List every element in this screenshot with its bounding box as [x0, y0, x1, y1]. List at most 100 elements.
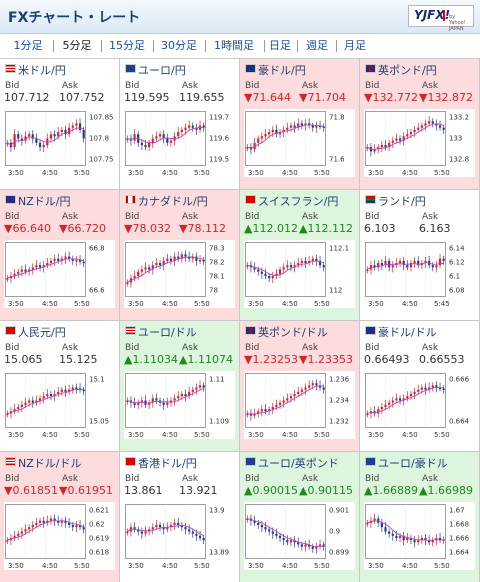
rate-card[interactable]: ユーロ/円 Bid Ask 119.595 119.655 119.7 119.6 119.5…	[120, 59, 239, 189]
pair-name[interactable]: ユーロ/ドル	[138, 326, 197, 339]
candle	[28, 400, 31, 403]
mini-candle-chart[interactable]: 78.3 78.2 78.1 78 3:50 4:50 5:50	[124, 240, 235, 308]
pair-name[interactable]: ユーロ/豪ドル	[378, 457, 448, 470]
mini-candle-chart[interactable]: 13.9 13.89 3:50 4:50 5:50	[124, 502, 235, 570]
tab-1min[interactable]: 1分足	[13, 39, 43, 52]
rate-card[interactable]: NZドル/円 Bid Ask ▼66.640 ▼66.720 66.8 66.6 3:50 4:…	[0, 190, 119, 320]
pair-title[interactable]: 香港ドル/円	[125, 457, 197, 471]
pair-name[interactable]: 豪ドル/ドル	[378, 326, 437, 339]
y-tick-label: 1.666	[449, 535, 470, 543]
candle	[424, 537, 427, 541]
mini-candle-chart[interactable]: 107.85 107.8 107.75 3:50 4:50 5:50	[4, 109, 115, 177]
moving-average-line	[127, 387, 204, 404]
rate-card[interactable]: カナダドル/円 Bid Ask ▼78.032 ▼78.112 78.3 78.2 78.1 7…	[120, 190, 239, 320]
bid-label: Bid	[365, 212, 380, 222]
tab-monthly[interactable]: 月足	[344, 39, 366, 52]
pair-title[interactable]: NZドル/ドル	[5, 457, 81, 471]
tab-1hour[interactable]: 1時間足	[214, 39, 254, 52]
mini-candle-chart[interactable]: 112.1 112 3:50 4:50 5:50	[244, 240, 355, 308]
mini-candle-chart[interactable]: 119.7 119.6 119.5 3:50 4:50 5:50	[124, 109, 235, 177]
pair-name[interactable]: カナダドル/円	[138, 195, 208, 208]
mini-candle-chart[interactable]: 1.11 1.109 3:50 4:50 5:50	[124, 371, 235, 439]
bid-label: Bid	[125, 343, 140, 353]
pair-name[interactable]: スイスフラン/円	[258, 195, 339, 208]
candle	[268, 275, 271, 279]
pair-name[interactable]: ユーロ/円	[138, 64, 186, 77]
candle	[180, 254, 183, 259]
tab-weekly[interactable]: 週足	[306, 39, 328, 52]
rate-card[interactable]: スイスフラン/円 Bid Ask ▲112.012 ▲112.112 112.1 112 3:…	[240, 190, 359, 320]
candle	[297, 123, 300, 128]
tab-30min[interactable]: 30分足	[161, 39, 197, 52]
rate-card[interactable]: 人民元/円 Bid Ask 15.065 15.125 15.1 15.05 3:50 4:50…	[0, 321, 119, 451]
pair-title[interactable]: 人民元/円	[5, 326, 66, 340]
pair-title[interactable]: 豪ドル/円	[245, 64, 306, 78]
pair-title[interactable]: ユーロ/円	[125, 64, 186, 78]
ask-value: 119.655	[179, 91, 225, 104]
pair-title[interactable]: ユーロ/ドル	[125, 326, 197, 340]
pair-name[interactable]: 英ポンド/円	[378, 64, 437, 77]
candle	[6, 278, 9, 280]
candle	[282, 400, 285, 403]
yjfx-logo[interactable]: YJFX! by Yahoo! JAPAN	[408, 5, 474, 32]
rate-card[interactable]: 豪ドル/ドル Bid Ask 0.66493 0.66553 0.666 0.664 3:50…	[360, 321, 479, 451]
rate-card[interactable]: 香港ドル/円 Bid Ask 13.861 13.921 13.9 13.89 3:50 4:5…	[120, 452, 239, 582]
pair-title[interactable]: 豪ドル/ドル	[365, 326, 437, 340]
mini-candle-chart[interactable]: 133.2 133 132.8 3:50 4:50 5:50	[364, 109, 475, 177]
rate-card[interactable]: ユーロ/ドル Bid Ask ▲1.11034 ▲1.11074 1.11 1.109 3:5…	[120, 321, 239, 451]
pair-title[interactable]: 英ポンド/ドル	[245, 326, 328, 340]
pair-name[interactable]: ランド/円	[378, 195, 426, 208]
mini-candle-chart[interactable]: 15.1 15.05 3:50 4:50 5:50	[4, 371, 115, 439]
x-tick-label: 4:50	[42, 169, 58, 177]
rate-card[interactable]: 豪ドル/円 Bid Ask ▼71.644 ▼71.704 71.8 71.6 3:50 4:5…	[240, 59, 359, 189]
mini-candle-chart[interactable]: 1.236 1.234 1.232 3:50 4:50 5:50	[244, 371, 355, 439]
mini-candle-chart[interactable]: 6.14 6.12 6.1 6.08 3:50 4:50 5:45	[364, 240, 475, 308]
pair-title[interactable]: スイスフラン/円	[245, 195, 338, 209]
bid-label: Bid	[125, 81, 140, 91]
candle	[257, 138, 260, 143]
rate-card[interactable]: ユーロ/英ポンド Bid Ask ▲0.90015 ▲0.90115 0.901 0.9 0.…	[240, 452, 359, 582]
pair-name[interactable]: 英ポンド/ドル	[258, 326, 328, 339]
pair-title[interactable]: 米ドル/円	[5, 64, 66, 78]
pair-name[interactable]: 豪ドル/円	[258, 64, 306, 77]
pair-name[interactable]: 香港ドル/円	[138, 457, 197, 470]
mini-candle-chart[interactable]: 71.8 71.6 3:50 4:50 5:50	[244, 109, 355, 177]
pair-name[interactable]: 人民元/円	[18, 326, 66, 339]
pair-title[interactable]: ユーロ/豪ドル	[365, 457, 448, 471]
rate-card[interactable]: 英ポンド/円 Bid Ask ▼132.772 ▼132.872 133.2 133 132.…	[360, 59, 479, 189]
mini-candle-chart[interactable]: 0.666 0.664 3:50 4:50 5:50	[364, 371, 475, 439]
rate-card[interactable]: 米ドル/円 Bid Ask 107.712 107.752 107.85 107.8 107.…	[0, 59, 119, 189]
ask-value: ▲112.112	[299, 222, 353, 235]
pair-title[interactable]: NZドル/円	[5, 195, 70, 209]
chart-svg: 133.2 133 132.8 3:50 4:50 5:50	[364, 109, 475, 177]
mini-candle-chart[interactable]: 0.901 0.9 0.899 3:50 4:50 5:50	[244, 502, 355, 570]
tab-15min[interactable]: 15分足	[109, 39, 145, 52]
bid-label: Bid	[125, 474, 140, 484]
pair-name[interactable]: ユーロ/英ポンド	[258, 457, 339, 470]
pair-name[interactable]: NZドル/円	[18, 195, 71, 208]
rate-card[interactable]: NZドル/ドル Bid Ask ▼0.61851 ▼0.61951 0.621 0.62 0.…	[0, 452, 119, 582]
mini-candle-chart[interactable]: 1.67 1.668 1.666 1.664 3:50 4:50 5:50	[364, 502, 475, 570]
rate-card[interactable]: ランド/円 Bid Ask 6.103 6.163 6.14 6.12 6.1 6.08 3:50…	[360, 190, 479, 320]
pair-title[interactable]: ランド/円	[365, 195, 426, 209]
candle	[71, 125, 74, 128]
bid-value: ▼66.640	[4, 222, 51, 235]
tab-5min[interactable]: 5分足	[62, 39, 92, 52]
ask-label: Ask	[422, 212, 439, 222]
candle	[53, 394, 56, 397]
rate-card[interactable]: 英ポンド/ドル Bid Ask ▼1.23253 ▼1.23353 1.236 1.234 1…	[240, 321, 359, 451]
candle	[438, 125, 442, 128]
pair-title[interactable]: ユーロ/英ポンド	[245, 457, 339, 471]
candle	[42, 265, 45, 268]
candle	[377, 518, 380, 523]
rate-card[interactable]: ユーロ/豪ドル Bid Ask ▲1.66889 ▲1.66989 1.67 1.668 1.…	[360, 452, 479, 582]
pair-name[interactable]: NZドル/ドル	[18, 457, 82, 470]
pair-title[interactable]: 英ポンド/円	[365, 64, 437, 78]
pair-name[interactable]: 米ドル/円	[18, 64, 66, 77]
pair-title[interactable]: カナダドル/円	[125, 195, 208, 209]
tab-daily[interactable]: 日足	[269, 39, 291, 52]
mini-candle-chart[interactable]: 0.621 0.62 0.619 0.618 3:50 4:50 5:50	[4, 502, 115, 570]
bid-label: Bid	[245, 474, 260, 484]
mini-candle-chart[interactable]: 66.8 66.6 3:50 4:50 5:50	[4, 240, 115, 308]
candle	[191, 389, 194, 392]
